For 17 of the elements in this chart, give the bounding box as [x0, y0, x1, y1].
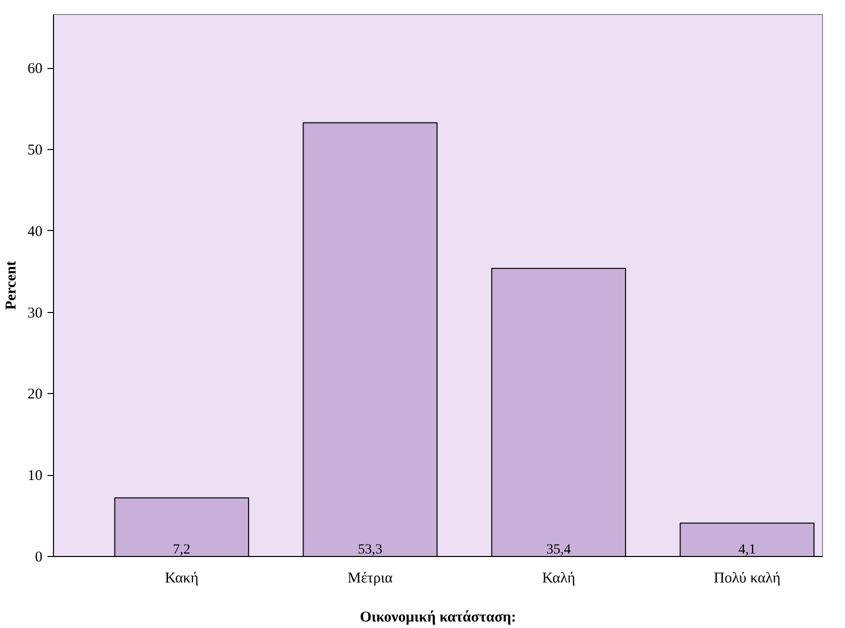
y-tick-label: 60: [28, 61, 42, 78]
data-label: 53,3: [358, 542, 382, 558]
x-tick-label: Κακή: [164, 570, 199, 586]
x-axis-title: Οικονομική κατάσταση:: [360, 610, 516, 626]
y-tick-label: 40: [28, 224, 42, 240]
y-tick-label: 10: [28, 468, 42, 484]
x-tick-label: Μέτρια: [348, 570, 393, 586]
y-axis-title: Percent: [4, 261, 20, 310]
y-tick-label: 50: [28, 142, 42, 159]
data-label: 35,4: [546, 542, 571, 558]
y-tick-label: 30: [28, 305, 42, 322]
y-tick-label: 0: [35, 550, 42, 566]
data-label: 4,1: [738, 542, 756, 558]
data-label: 7,2: [172, 542, 190, 558]
x-tick-label: Πολύ καλή: [714, 570, 781, 586]
x-tick-label: Καλή: [542, 570, 576, 586]
y-tick-label: 20: [28, 386, 42, 403]
